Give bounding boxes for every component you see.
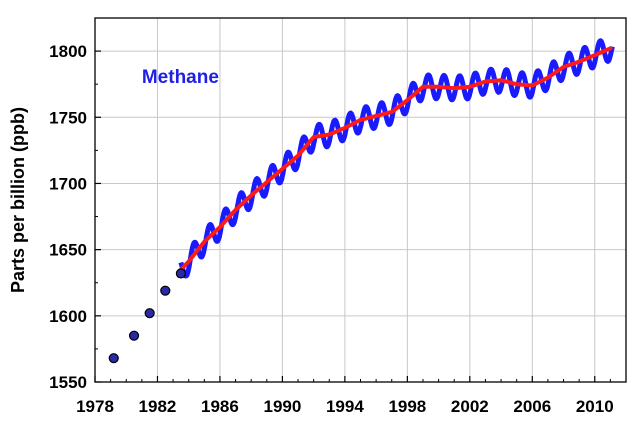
- y-tick-label: 1600: [49, 307, 87, 326]
- early-point: [175, 268, 186, 279]
- x-tick-label: 1982: [139, 397, 177, 416]
- x-tick-label: 2010: [576, 397, 614, 416]
- y-tick-label: 1700: [49, 174, 87, 193]
- x-tick-label: 1990: [263, 397, 301, 416]
- x-tick-label: 1978: [76, 397, 114, 416]
- x-axis-ticks: 1978 1982 1986 1990 1994 1998 2002 2006 2010: [76, 376, 614, 416]
- trend-line: [178, 46, 613, 272]
- early-point: [128, 330, 140, 341]
- x-tick-label: 1998: [388, 397, 426, 416]
- trend-series: [178, 46, 613, 272]
- x-tick-label: 2002: [451, 397, 489, 416]
- x-tick-label: 1986: [201, 397, 239, 416]
- early-point: [144, 308, 155, 319]
- early-point: [108, 353, 119, 364]
- methane-label: Methane: [142, 67, 219, 88]
- y-tick-label: 1550: [49, 373, 87, 392]
- y-tick-label: 1750: [49, 108, 87, 127]
- y-tick-label: 1800: [49, 42, 87, 61]
- x-tick-label: 1994: [326, 397, 364, 416]
- early-points-series: [108, 268, 186, 364]
- y-axis-ticks: 1550 1600 1650 1700 1750 1800: [49, 42, 101, 392]
- y-axis-title: Parts per billion (ppb): [8, 107, 28, 293]
- y-tick-label: 1650: [49, 241, 87, 260]
- x-tick-label: 2006: [513, 397, 551, 416]
- early-point: [160, 285, 171, 296]
